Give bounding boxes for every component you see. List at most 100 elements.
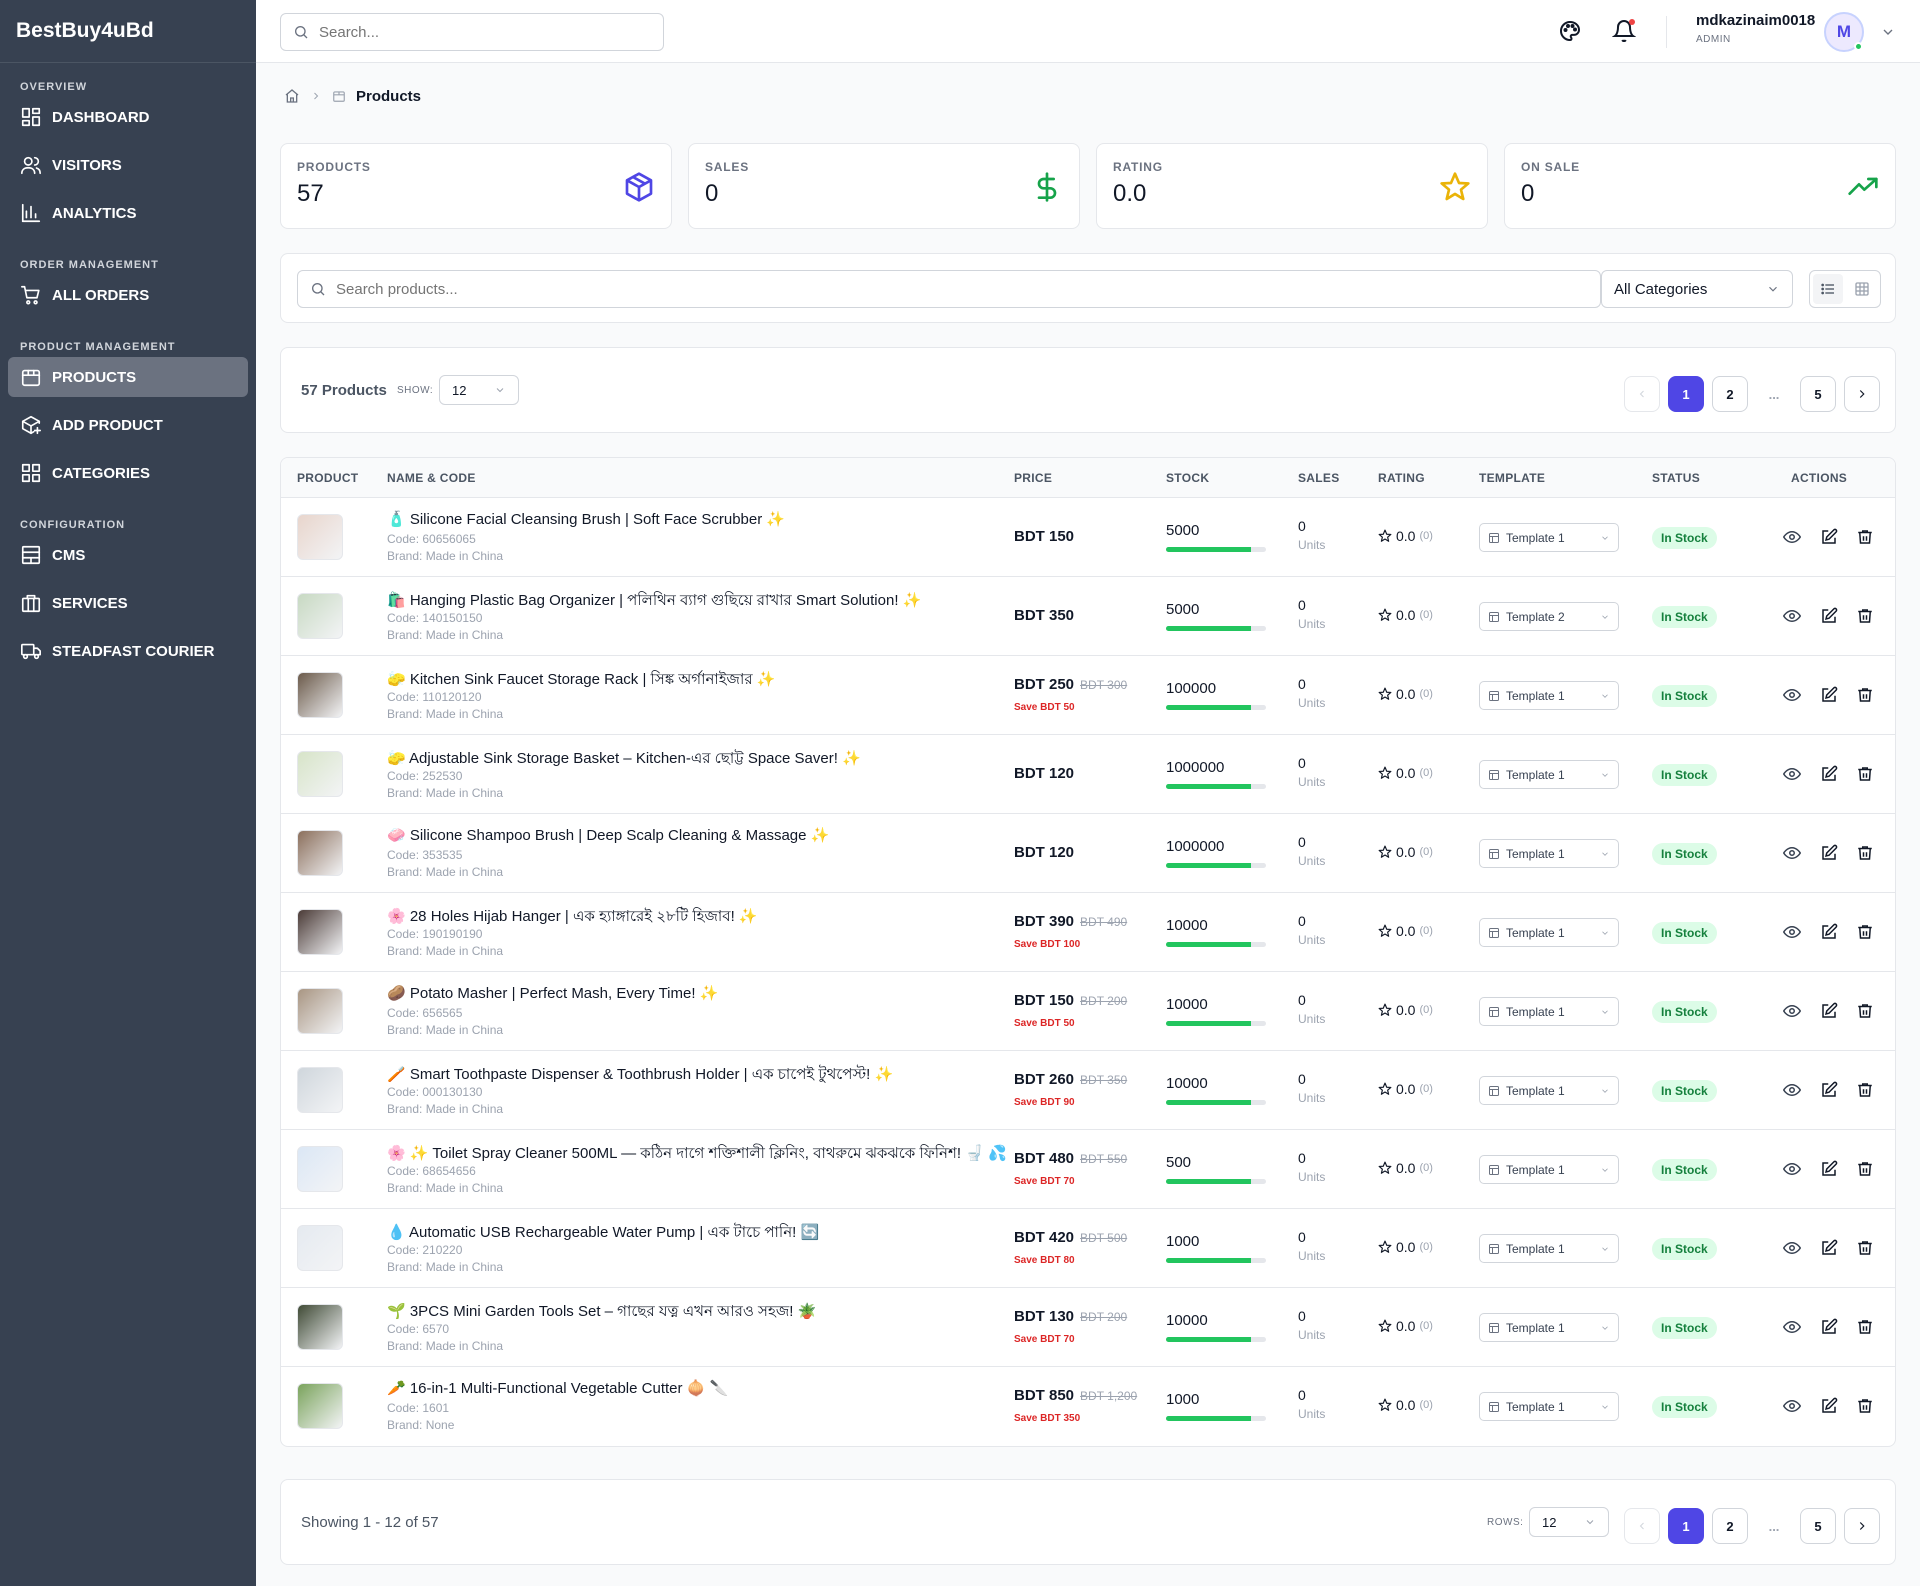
template-select[interactable]: Template 1 xyxy=(1479,523,1619,552)
product-search-input[interactable] xyxy=(336,280,1536,298)
edit-icon[interactable] xyxy=(1820,844,1838,862)
eye-icon[interactable] xyxy=(1783,844,1801,862)
eye-icon[interactable] xyxy=(1783,686,1801,704)
sidebar-item-steadfast-courier[interactable]: STEADFAST COURIER xyxy=(8,631,248,671)
edit-icon[interactable] xyxy=(1820,1081,1838,1099)
sidebar-item-services[interactable]: SERVICES xyxy=(8,583,248,623)
trash-icon[interactable] xyxy=(1856,844,1874,862)
template-select[interactable]: Template 2 xyxy=(1479,602,1619,631)
product-thumbnail[interactable] xyxy=(297,1383,343,1429)
rows-select[interactable]: 12 xyxy=(1529,1507,1609,1537)
product-name[interactable]: 🌱 3PCS Mini Garden Tools Set – গাছের যত্… xyxy=(387,1303,817,1320)
page-button[interactable]: 5 xyxy=(1800,376,1836,412)
edit-icon[interactable] xyxy=(1820,1160,1838,1178)
template-select[interactable]: Template 1 xyxy=(1479,839,1619,868)
edit-icon[interactable] xyxy=(1820,1239,1838,1257)
edit-icon[interactable] xyxy=(1820,686,1838,704)
sidebar-item-dashboard[interactable]: DASHBOARD xyxy=(8,97,248,137)
product-name[interactable]: 🌸 28 Holes Hijab Hanger | এক হ্যাঙ্গারেই… xyxy=(387,908,758,925)
eye-icon[interactable] xyxy=(1783,765,1801,783)
eye-icon[interactable] xyxy=(1783,1239,1801,1257)
trash-icon[interactable] xyxy=(1856,1002,1874,1020)
edit-icon[interactable] xyxy=(1820,1397,1838,1415)
product-name[interactable]: 💧 Automatic USB Rechargeable Water Pump … xyxy=(387,1224,820,1241)
edit-icon[interactable] xyxy=(1820,765,1838,783)
page-button[interactable]: 2 xyxy=(1712,1508,1748,1544)
eye-icon[interactable] xyxy=(1783,607,1801,625)
product-thumbnail[interactable] xyxy=(297,830,343,876)
page-size-select[interactable]: 12 xyxy=(439,375,519,405)
eye-icon[interactable] xyxy=(1783,1160,1801,1178)
trash-icon[interactable] xyxy=(1856,686,1874,704)
trash-icon[interactable] xyxy=(1856,765,1874,783)
product-name[interactable]: 🛍️ Hanging Plastic Bag Organizer | পলিথি… xyxy=(387,592,922,609)
trash-icon[interactable] xyxy=(1856,1081,1874,1099)
sidebar-item-all-orders[interactable]: ALL ORDERS xyxy=(8,275,248,315)
product-thumbnail[interactable] xyxy=(297,909,343,955)
page-button[interactable]: 1 xyxy=(1668,376,1704,412)
eye-icon[interactable] xyxy=(1783,1081,1801,1099)
template-select[interactable]: Template 1 xyxy=(1479,918,1619,947)
template-select[interactable]: Template 1 xyxy=(1479,760,1619,789)
product-name[interactable]: 🪥 Smart Toothpaste Dispenser & Toothbrus… xyxy=(387,1066,894,1083)
product-name[interactable]: 🧽 Kitchen Sink Faucet Storage Rack | সিঙ… xyxy=(387,671,776,688)
list-view-button[interactable] xyxy=(1813,274,1843,304)
eye-icon[interactable] xyxy=(1783,1318,1801,1336)
eye-icon[interactable] xyxy=(1783,528,1801,546)
product-thumbnail[interactable] xyxy=(297,672,343,718)
trash-icon[interactable] xyxy=(1856,923,1874,941)
sidebar-item-products[interactable]: PRODUCTS xyxy=(8,357,248,397)
template-select[interactable]: Template 1 xyxy=(1479,1313,1619,1342)
chevron-down-icon[interactable] xyxy=(1880,24,1896,40)
prev-page-button[interactable] xyxy=(1624,1508,1660,1544)
edit-icon[interactable] xyxy=(1820,607,1838,625)
product-name[interactable]: 🧴 Silicone Facial Cleansing Brush | Soft… xyxy=(387,511,786,528)
trash-icon[interactable] xyxy=(1856,1397,1874,1415)
template-select[interactable]: Template 1 xyxy=(1479,1076,1619,1105)
page-button[interactable]: 2 xyxy=(1712,376,1748,412)
palette-icon[interactable] xyxy=(1558,19,1582,43)
eye-icon[interactable] xyxy=(1783,1002,1801,1020)
template-select[interactable]: Template 1 xyxy=(1479,1234,1619,1263)
eye-icon[interactable] xyxy=(1783,923,1801,941)
product-name[interactable]: 🥔 Potato Masher | Perfect Mash, Every Ti… xyxy=(387,985,719,1002)
sidebar-item-analytics[interactable]: ANALYTICS xyxy=(8,193,248,233)
trash-icon[interactable] xyxy=(1856,607,1874,625)
template-select[interactable]: Template 1 xyxy=(1479,681,1619,710)
next-page-button[interactable] xyxy=(1844,1508,1880,1544)
sidebar-item-cms[interactable]: CMS xyxy=(8,535,248,575)
edit-icon[interactable] xyxy=(1820,1002,1838,1020)
edit-icon[interactable] xyxy=(1820,1318,1838,1336)
template-select[interactable]: Template 1 xyxy=(1479,1392,1619,1421)
product-thumbnail[interactable] xyxy=(297,751,343,797)
edit-icon[interactable] xyxy=(1820,923,1838,941)
page-button[interactable]: 1 xyxy=(1668,1508,1704,1544)
home-icon[interactable] xyxy=(284,88,300,104)
trash-icon[interactable] xyxy=(1856,1160,1874,1178)
bell-icon[interactable] xyxy=(1612,19,1636,43)
template-select[interactable]: Template 1 xyxy=(1479,1155,1619,1184)
product-search[interactable] xyxy=(297,270,1601,308)
edit-icon[interactable] xyxy=(1820,528,1838,546)
product-name[interactable]: 🧼 Silicone Shampoo Brush | Deep Scalp Cl… xyxy=(387,827,830,844)
product-name[interactable]: 🧽 Adjustable Sink Storage Basket – Kitch… xyxy=(387,750,861,767)
product-thumbnail[interactable] xyxy=(297,1146,343,1192)
category-select[interactable]: All Categories xyxy=(1601,270,1793,308)
page-button[interactable]: 5 xyxy=(1800,1508,1836,1544)
product-thumbnail[interactable] xyxy=(297,514,343,560)
prev-page-button[interactable] xyxy=(1624,376,1660,412)
sidebar-item-categories[interactable]: CATEGORIES xyxy=(8,453,248,493)
global-search[interactable] xyxy=(280,13,664,51)
product-thumbnail[interactable] xyxy=(297,1067,343,1113)
eye-icon[interactable] xyxy=(1783,1397,1801,1415)
product-thumbnail[interactable] xyxy=(297,988,343,1034)
global-search-input[interactable] xyxy=(319,23,639,41)
product-thumbnail[interactable] xyxy=(297,1225,343,1271)
trash-icon[interactable] xyxy=(1856,1318,1874,1336)
next-page-button[interactable] xyxy=(1844,376,1880,412)
brand-logo[interactable]: BestBuy4uBd xyxy=(0,0,256,63)
product-thumbnail[interactable] xyxy=(297,1304,343,1350)
product-name[interactable]: 🌸 ✨ Toilet Spray Cleaner 500ML — কঠিন দা… xyxy=(387,1145,1007,1162)
grid-view-button[interactable] xyxy=(1847,274,1877,304)
sidebar-item-add-product[interactable]: ADD PRODUCT xyxy=(8,405,248,445)
